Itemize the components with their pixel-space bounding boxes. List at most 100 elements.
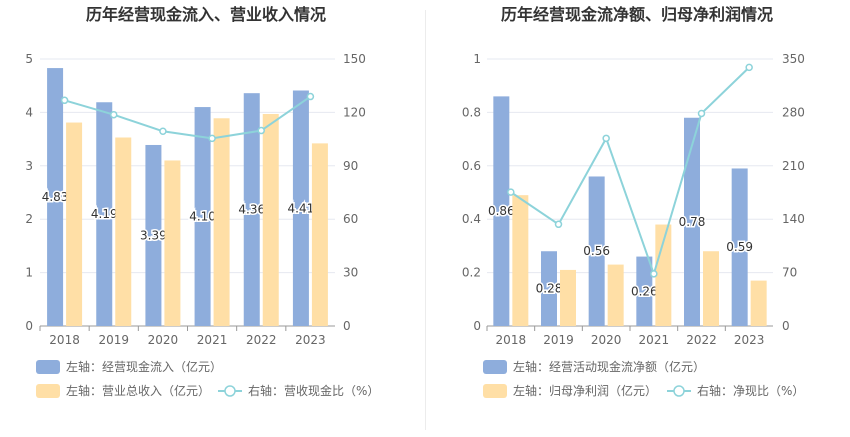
line-point [650,270,658,278]
y-right-tick-label: 30 [343,266,358,280]
bar-secondary [655,224,672,326]
y-right-tick-label: 210 [782,159,805,173]
bar-primary [636,256,653,326]
y-right-tick-label: 350 [782,52,805,66]
line-point [159,127,167,136]
legend-label: 右轴：营收现金比（%） [248,383,379,398]
line-point [306,92,315,101]
x-tick-label: 2019 [98,333,129,347]
x-tick-label: 2022 [246,333,277,347]
legend-line-marker [673,385,685,397]
legend-swatch [483,384,507,398]
line-series [64,95,311,140]
bar-data-label: 0.28 [536,282,563,296]
y-left-tick-label: 1 [25,266,33,280]
y-right-tick-label: 140 [782,212,805,226]
chart-title: 历年经营现金流入、营业收入情况 [86,5,326,24]
bar-secondary [703,251,719,326]
line-point [60,96,69,105]
y-left-tick-label: 0 [473,319,481,333]
bar-primary [292,90,309,326]
line-point [745,63,753,72]
bar-primary [96,102,113,326]
y-right-tick-label: 90 [343,159,358,173]
bar-secondary [512,195,529,326]
bar-data-label: 3.39 [140,228,167,242]
y-left-tick-label: 0.2 [462,266,481,280]
x-tick-label: 2019 [543,333,574,347]
y-left-tick-label: 5 [25,52,33,66]
y-right-tick-label: 150 [343,52,366,66]
bar-secondary [750,280,767,326]
bar-data-label: 4.36 [238,203,265,217]
y-left-tick-label: 3 [25,159,33,173]
bar-secondary [607,264,624,326]
legend-swatch [36,360,60,374]
legend-label: 左轴：归母净利润（亿元） [513,383,657,398]
bar-primary [731,168,748,326]
bar-primary [541,251,557,326]
line-point [110,110,118,119]
bar-secondary [66,122,83,327]
chart-netcash-profit: 历年经营现金流净额、归母净利润情况 0 0.2 0.4 0.6 0.8 1 0 70 140 210… [462,5,805,398]
x-tick-label: 2018 [496,333,527,347]
legend-label: 右轴：净现比（%） [697,383,804,398]
bar-data-label: 0.56 [583,244,610,258]
y-right-tick-label: 120 [343,105,366,119]
x-tick-label: 2023 [734,333,765,347]
y-right-tick-label: 60 [343,212,358,226]
x-tick-label: 2020 [591,333,622,347]
line-point [602,134,610,143]
bar-primary [588,176,605,326]
bar-secondary [213,118,230,326]
legend-label: 左轴：营业总收入（亿元） [66,383,210,398]
bar-data-label: 0.78 [679,215,706,229]
line-point [697,109,706,118]
y-right-tick-label: 0 [782,319,790,333]
bar-primary [47,68,64,326]
bar-data-label: 0.59 [726,240,753,254]
x-tick-label: 2023 [295,333,326,347]
bar-primary [684,117,700,327]
bar-primary [243,93,260,327]
x-tick-label: 2021 [197,333,228,347]
panel-divider [425,10,426,430]
bar-primary [194,107,211,326]
bar-secondary [115,137,132,326]
y-left-tick-label: 0.4 [462,212,481,226]
line-series [510,66,750,278]
x-tick-label: 2021 [639,333,670,347]
line-point [208,134,216,143]
line-point [507,188,515,196]
bar-secondary [164,160,181,326]
y-left-tick-label: 0.6 [462,159,481,173]
y-left-tick-label: 0.8 [462,105,481,119]
chart-cashflow-revenue: 历年经营现金流入、营业收入情况 0 1 2 3 4 5 0 30 60 90 120 150 2018 4.… [25,5,379,398]
x-tick-label: 2022 [686,333,717,347]
legend-line-marker [224,385,236,397]
line-point [554,220,563,229]
legend-label: 左轴：经营活动现金流净额（亿元） [513,359,705,374]
x-tick-label: 2018 [49,333,80,347]
legend-swatch [36,384,60,398]
y-left-tick-label: 0 [25,319,33,333]
bar-data-label: 0.26 [631,284,658,298]
y-left-tick-label: 1 [473,52,481,66]
line-point [257,126,265,135]
legend-swatch [483,360,507,374]
y-right-tick-label: 0 [343,319,351,333]
bar-data-label: 4.19 [91,207,118,221]
bar-secondary [560,269,576,326]
bar-secondary [262,114,279,326]
y-left-tick-label: 2 [25,212,33,226]
bar-data-label: 4.83 [42,190,69,204]
y-right-tick-label: 70 [782,266,797,280]
legend-label: 左轴：经营现金流入（亿元） [66,359,222,374]
bar-secondary [311,143,328,326]
bar-primary [493,96,510,326]
bar-primary [145,144,162,326]
x-tick-label: 2020 [148,333,179,347]
bar-data-label: 4.10 [189,210,216,224]
y-left-tick-label: 4 [25,105,33,119]
